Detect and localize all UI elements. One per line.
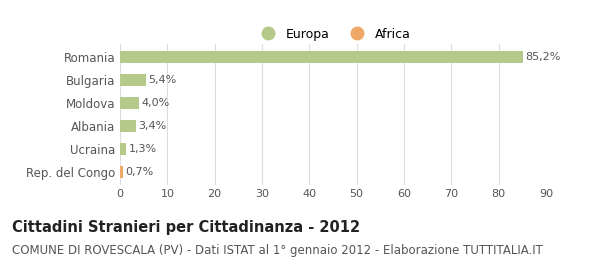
Bar [120,166,124,178]
Text: Cittadini Stranieri per Cittadinanza - 2012: Cittadini Stranieri per Cittadinanza - 2… [12,220,360,235]
Text: 0,7%: 0,7% [125,167,154,177]
Bar [120,142,126,155]
Bar [120,96,139,109]
Text: 3,4%: 3,4% [139,121,167,131]
Bar [120,120,136,132]
Text: 5,4%: 5,4% [148,75,176,85]
Bar [120,51,523,63]
Text: 85,2%: 85,2% [526,52,561,62]
Text: 4,0%: 4,0% [142,98,170,108]
Bar [120,74,146,86]
Legend: Europa, Africa: Europa, Africa [253,25,413,43]
Text: COMUNE DI ROVESCALA (PV) - Dati ISTAT al 1° gennaio 2012 - Elaborazione TUTTITAL: COMUNE DI ROVESCALA (PV) - Dati ISTAT al… [12,244,543,257]
Text: 1,3%: 1,3% [128,144,157,154]
